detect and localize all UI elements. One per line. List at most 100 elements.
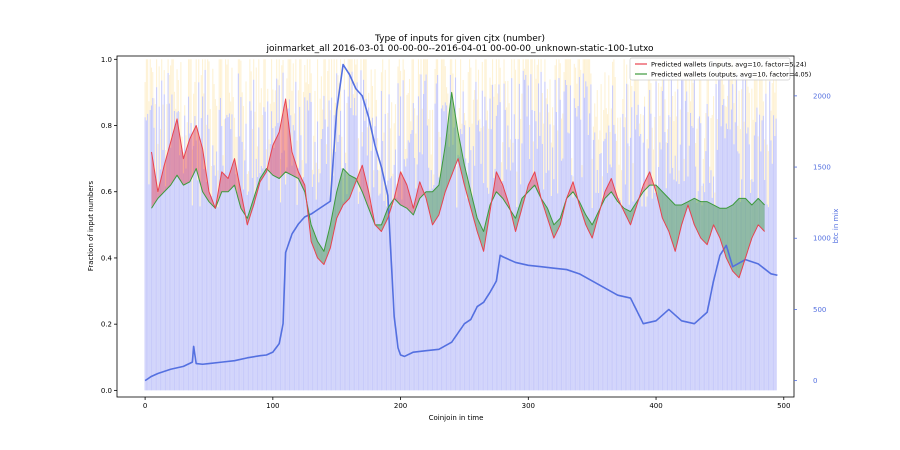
input-bar-blue (732, 84, 734, 391)
input-bar-blue (730, 109, 732, 391)
input-bar-yellow (428, 119, 430, 168)
input-bar-yellow (469, 59, 471, 128)
input-bar-blue (675, 181, 678, 391)
input-bar-blue (752, 181, 754, 391)
input-bar-blue (636, 114, 638, 391)
input-bar-blue (347, 96, 349, 391)
input-bar-yellow (460, 59, 462, 129)
input-bar-yellow (762, 101, 764, 116)
input-bar-blue (159, 169, 161, 391)
input-bar-yellow (202, 59, 204, 97)
input-bar-blue (384, 113, 386, 391)
input-bar-blue (580, 119, 582, 391)
difference-fill-segment (355, 165, 363, 192)
input-bar-yellow (730, 59, 732, 110)
input-bar-yellow (664, 99, 666, 133)
input-bar-yellow (617, 117, 619, 204)
input-bar-blue (439, 179, 441, 391)
input-bar-blue (338, 134, 340, 391)
input-bar-yellow (213, 84, 215, 166)
input-bar-blue (535, 121, 537, 391)
input-bar-blue (516, 206, 518, 391)
input-bar-blue (225, 118, 227, 391)
input-bar-blue (585, 81, 587, 391)
input-bar-yellow (329, 110, 331, 203)
input-bar-blue (651, 198, 653, 391)
input-bar-blue (218, 109, 220, 391)
input-bar-blue (332, 175, 334, 391)
input-bar-blue (617, 203, 619, 391)
input-bar-yellow (587, 59, 589, 135)
input-bar-blue (264, 111, 266, 391)
input-bar-yellow (196, 127, 199, 181)
input-bar-yellow (470, 67, 472, 151)
input-bar-yellow (327, 71, 329, 127)
input-bar-yellow (256, 146, 259, 177)
input-bar-blue (721, 105, 724, 391)
input-bar-yellow (704, 138, 706, 193)
input-bar-yellow (152, 72, 154, 98)
input-bar-blue (168, 103, 170, 391)
difference-fill-segment (445, 92, 452, 192)
input-bar-yellow (555, 59, 557, 112)
input-bar-yellow (463, 113, 465, 126)
input-bar-yellow (300, 59, 302, 136)
input-bar-yellow (187, 59, 190, 97)
input-bar-yellow (336, 59, 338, 74)
input-bar-blue (394, 149, 397, 391)
input-bar-blue (176, 112, 178, 391)
input-bar-blue (354, 97, 356, 391)
input-bar-yellow (591, 158, 593, 209)
input-bar-yellow (720, 59, 722, 127)
difference-fill-segment (311, 224, 318, 258)
input-bar-blue (707, 116, 709, 391)
input-bar-blue (663, 75, 665, 391)
input-bar-blue (447, 124, 449, 391)
input-bar-yellow (710, 118, 712, 171)
input-bar-blue (679, 144, 681, 391)
input-bar-blue (711, 197, 713, 391)
input-bar-blue (403, 159, 405, 391)
input-bar-blue (357, 203, 359, 391)
input-bar-yellow (474, 90, 476, 166)
difference-fill-segment (477, 218, 484, 252)
input-bar-yellow (439, 137, 441, 180)
input-bar-blue (406, 158, 408, 391)
input-bar-yellow (440, 59, 442, 109)
input-bar-blue (279, 202, 282, 391)
input-bar-yellow (541, 93, 543, 144)
input-bar-blue (420, 74, 422, 391)
input-bar-blue (444, 102, 446, 391)
input-bar-yellow (489, 77, 491, 99)
input-bar-yellow (204, 59, 206, 70)
input-bar-yellow (313, 135, 315, 175)
input-bar-yellow (656, 186, 658, 199)
input-bar-blue (465, 158, 467, 391)
input-bar-yellow (361, 132, 363, 147)
input-bar-blue (696, 203, 698, 391)
input-bar-blue (346, 194, 348, 391)
input-bar-blue (268, 190, 270, 391)
input-bar-blue (273, 147, 275, 391)
difference-fill-segment (758, 198, 765, 232)
difference-fill-segment (713, 204, 720, 239)
input-bar-blue (262, 168, 264, 391)
input-bar-yellow (214, 99, 216, 176)
difference-fill-segment (662, 191, 669, 232)
input-bar-yellow (604, 72, 606, 139)
secondary-y-axis: 0 500 1000 1500 2000 (794, 92, 831, 385)
input-bar-yellow (319, 98, 321, 174)
input-bar-yellow (166, 104, 168, 156)
input-bar-blue (177, 111, 179, 391)
input-bar-yellow (322, 109, 324, 130)
input-bar-yellow (644, 96, 646, 107)
input-bar-blue (248, 191, 250, 391)
input-bar-blue (748, 144, 750, 391)
input-bar-yellow (228, 92, 230, 114)
input-bar-blue (317, 121, 319, 391)
input-bar-yellow (562, 113, 564, 159)
input-bar-blue (448, 146, 450, 391)
input-bar-yellow (527, 59, 529, 86)
input-bar-yellow (477, 69, 480, 121)
input-bar-blue (649, 89, 651, 391)
